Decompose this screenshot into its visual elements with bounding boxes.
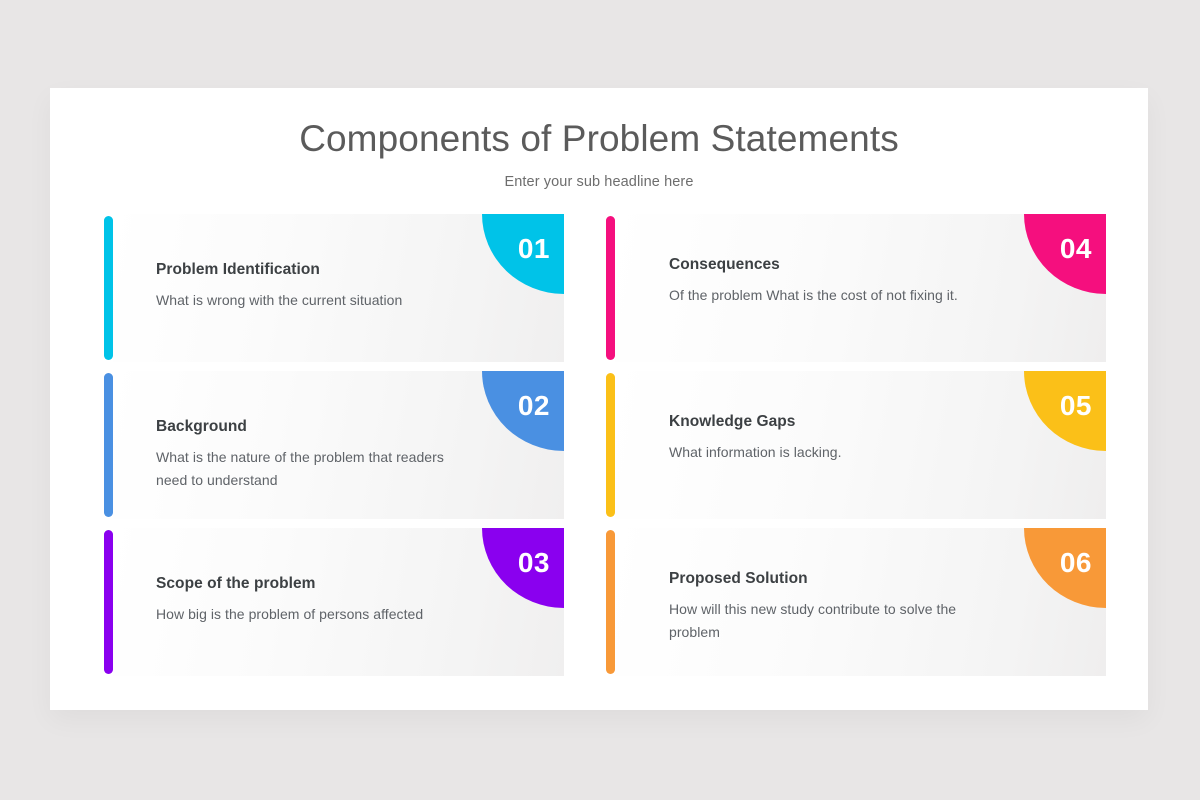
card-title: Background	[156, 418, 247, 435]
card-number: 02	[517, 390, 550, 421]
card-text-05: Knowledge Gaps What information is lacki…	[669, 412, 1000, 464]
card-panel-03: Scope of the problem How big is the prob…	[113, 528, 564, 676]
card-text-03: Scope of the problem How big is the prob…	[156, 574, 468, 626]
card-title: Scope of the problem	[156, 575, 316, 592]
card-02[interactable]: Background What is the nature of the pro…	[104, 371, 564, 519]
card-description: How will this new study contribute to so…	[669, 601, 957, 641]
card-description: What information is lacking.	[669, 444, 842, 461]
card-title: Consequences	[669, 256, 780, 273]
card-panel-01: Problem Identification What is wrong wit…	[113, 214, 564, 362]
accent-bar-01	[104, 216, 113, 360]
slide-canvas: Components of Problem Statements Enter y…	[50, 88, 1148, 710]
card-panel-06: Proposed Solution How will this new stud…	[615, 528, 1106, 676]
card-description: Of the problem What is the cost of not f…	[669, 287, 958, 304]
card-04[interactable]: Consequences Of the problem What is the …	[606, 214, 1106, 362]
card-number-badge-05: 05	[1024, 371, 1106, 451]
card-description: What is the nature of the problem that r…	[156, 449, 444, 489]
slide-header: Components of Problem Statements Enter y…	[50, 88, 1148, 190]
card-number: 04	[1059, 233, 1092, 264]
card-number: 01	[517, 233, 550, 264]
card-number: 06	[1059, 547, 1092, 578]
card-text-02: Background What is the nature of the pro…	[156, 417, 468, 492]
card-number: 03	[517, 547, 550, 578]
page-subtitle: Enter your sub headline here	[504, 173, 694, 190]
card-description: How big is the problem of persons affect…	[156, 606, 424, 623]
card-number: 05	[1059, 390, 1092, 421]
card-description: What is wrong with the current situation	[156, 292, 403, 309]
card-text-01: Problem Identification What is wrong wit…	[156, 260, 468, 312]
card-03[interactable]: Scope of the problem How big is the prob…	[104, 528, 564, 676]
card-number-badge-06: 06	[1024, 528, 1106, 608]
card-number-badge-04: 04	[1024, 214, 1106, 294]
card-number-badge-03: 03	[482, 528, 564, 608]
card-number-badge-01: 01	[482, 214, 564, 294]
card-panel-05: Knowledge Gaps What information is lacki…	[615, 371, 1106, 519]
card-01[interactable]: Problem Identification What is wrong wit…	[104, 214, 564, 362]
accent-bar-03	[104, 530, 113, 674]
cards-grid: Problem Identification What is wrong wit…	[104, 214, 1106, 676]
card-05[interactable]: Knowledge Gaps What information is lacki…	[606, 371, 1106, 519]
card-title: Knowledge Gaps	[669, 413, 796, 430]
card-title: Problem Identification	[156, 261, 320, 278]
card-text-06: Proposed Solution How will this new stud…	[669, 569, 1000, 644]
accent-bar-04	[606, 216, 615, 360]
card-panel-02: Background What is the nature of the pro…	[113, 371, 564, 519]
card-text-04: Consequences Of the problem What is the …	[669, 255, 1000, 307]
card-number-badge-02: 02	[482, 371, 564, 451]
page-title: Components of Problem Statements	[299, 118, 899, 159]
card-panel-04: Consequences Of the problem What is the …	[615, 214, 1106, 362]
accent-bar-06	[606, 530, 615, 674]
accent-bar-05	[606, 373, 615, 517]
accent-bar-02	[104, 373, 113, 517]
card-06[interactable]: Proposed Solution How will this new stud…	[606, 528, 1106, 676]
card-title: Proposed Solution	[669, 570, 808, 587]
